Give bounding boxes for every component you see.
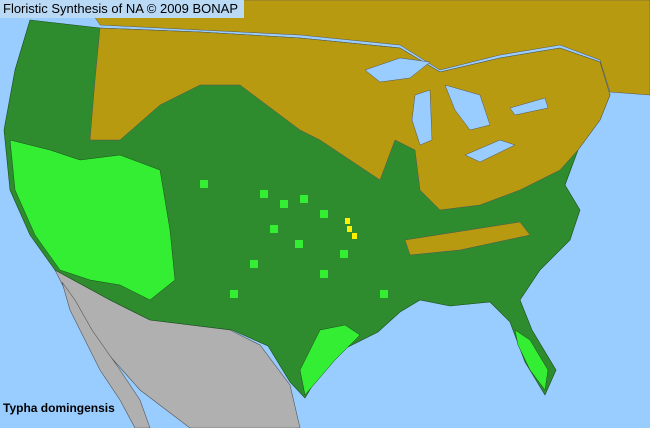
southwest-present-counties <box>9 139 176 301</box>
yellow-counties <box>345 218 357 239</box>
plains-present-counties <box>200 180 388 298</box>
species-label: Typha domingensis <box>3 401 115 415</box>
tennessee-absent-band <box>404 221 531 256</box>
northern-absent-region <box>89 27 611 211</box>
map-title: Floristic Synthesis of NA © 2009 BONAP <box>0 0 245 18</box>
baja-california <box>61 281 151 428</box>
florida-present-counties <box>514 329 549 391</box>
great-lakes <box>364 57 549 163</box>
texas-coast-present-counties <box>299 324 361 396</box>
